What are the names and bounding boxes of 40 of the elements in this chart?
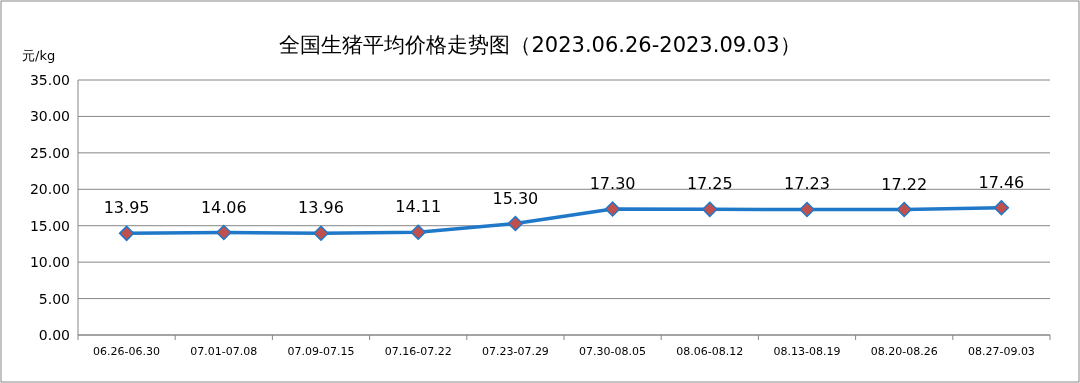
data-label: 13.95 xyxy=(103,198,150,218)
y-tick-label: 25.00 xyxy=(29,144,70,161)
x-tick-label: 08.06-08.12 xyxy=(676,345,744,358)
data-label: 17.23 xyxy=(784,174,830,194)
y-axis-title: 元/kg xyxy=(22,48,56,63)
data-label: 13.96 xyxy=(298,198,344,218)
point xyxy=(410,224,426,240)
point xyxy=(118,225,135,242)
x-tick-label: 06.26-06.30 xyxy=(93,345,161,358)
y-tick-label: 30.00 xyxy=(29,108,70,125)
point xyxy=(313,225,329,242)
chart-title: 全国生猪平均价格走势图（2023.06.26-2023.09.03） xyxy=(279,33,801,57)
x-tick-label: 07.01-07.08 xyxy=(190,345,258,358)
data-label: 17.25 xyxy=(686,174,733,194)
x-tick-label: 08.27-09.03 xyxy=(967,345,1035,358)
point xyxy=(604,201,621,217)
y-tick-label: 0.00 xyxy=(38,327,70,343)
data-label: 17.30 xyxy=(589,173,636,193)
point xyxy=(993,200,1010,216)
data-label: 17.22 xyxy=(881,174,928,194)
y-tick-label: 5.00 xyxy=(38,290,70,307)
data-label: 14.06 xyxy=(200,197,247,217)
x-tick-label: 07.16-07.22 xyxy=(384,345,452,358)
point xyxy=(896,201,912,218)
data-label: 17.46 xyxy=(978,172,1025,192)
y-tick-label: 10.00 xyxy=(29,254,70,271)
y-tick-label: 20.00 xyxy=(29,181,70,198)
x-tick-label: 08.13-08.19 xyxy=(773,345,841,358)
y-tick-label: 15.00 xyxy=(29,217,70,234)
y-tick-label: 35.00 xyxy=(29,72,70,88)
x-tick-label: 08.20-08.26 xyxy=(870,345,938,358)
x-tick-label: 07.09-07.15 xyxy=(287,345,355,358)
x-tick-label: 07.23-07.29 xyxy=(481,345,549,358)
point xyxy=(799,201,815,218)
data-label: 15.30 xyxy=(492,188,539,208)
x-tick-label: 07.30-08.05 xyxy=(579,345,647,358)
point xyxy=(507,215,524,232)
point xyxy=(702,201,718,218)
point xyxy=(216,224,232,241)
data-label: 14.11 xyxy=(395,197,442,217)
